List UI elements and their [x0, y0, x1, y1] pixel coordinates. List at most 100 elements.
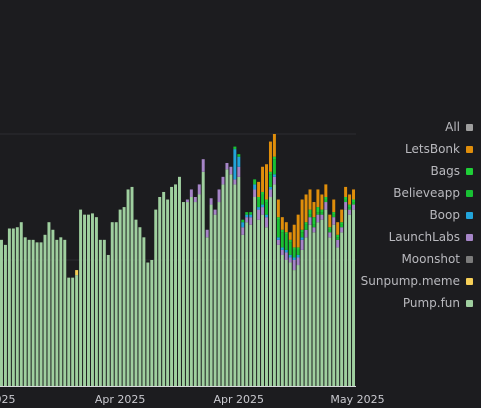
bar-segment-launchlabs[interactable]	[340, 227, 344, 233]
bar-segment-pump-fun[interactable]	[185, 202, 189, 386]
bar-segment-pump-fun[interactable]	[55, 239, 59, 386]
bar-segment-pump-fun[interactable]	[272, 184, 276, 386]
bar-segment-pump-fun[interactable]	[110, 222, 114, 386]
bar-segment-believeapp[interactable]	[332, 214, 336, 218]
bar-segment-bags[interactable]	[300, 229, 304, 233]
bar-segment-pump-fun[interactable]	[249, 224, 253, 386]
bar-segment-letsbonk[interactable]	[272, 134, 276, 157]
bar-segment-pump-fun[interactable]	[35, 242, 39, 386]
bar-segment-launchlabs[interactable]	[272, 176, 276, 185]
bar-segment-pump-fun[interactable]	[154, 209, 158, 386]
bar-segment-believeapp[interactable]	[292, 249, 296, 258]
bar-segment-pump-fun[interactable]	[241, 234, 245, 386]
bar-segment-launchlabs[interactable]	[229, 166, 233, 175]
bar-segment-launchlabs[interactable]	[276, 239, 280, 245]
bar-segment-believeapp[interactable]	[340, 224, 344, 228]
bar-segment-pump-fun[interactable]	[340, 232, 344, 386]
bar-segment-pump-fun[interactable]	[79, 209, 83, 386]
bar-segment-bags[interactable]	[288, 239, 292, 243]
bar-segment-bags[interactable]	[332, 212, 336, 215]
bar-segment-pump-fun[interactable]	[217, 202, 221, 386]
bar-segment-launchlabs[interactable]	[221, 176, 225, 185]
bar-segment-letsbonk[interactable]	[336, 222, 340, 235]
bar-segment-pump-fun[interactable]	[170, 186, 174, 386]
bar-segment-launchlabs[interactable]	[257, 209, 261, 220]
bar-segment-launchlabs[interactable]	[217, 189, 221, 203]
bar-segment-believeapp[interactable]	[253, 179, 257, 185]
bar-segment-boop[interactable]	[276, 237, 280, 240]
bar-segment-launchlabs[interactable]	[209, 198, 213, 205]
bar-segment-launchlabs[interactable]	[213, 209, 217, 215]
bar-segment-pump-fun[interactable]	[142, 237, 146, 386]
bar-segment-letsbonk[interactable]	[292, 224, 296, 248]
bar-segment-bags[interactable]	[268, 171, 272, 175]
bar-segment-launchlabs[interactable]	[328, 232, 332, 238]
bar-segment-launchlabs[interactable]	[201, 159, 205, 172]
bar-segment-pump-fun[interactable]	[352, 209, 355, 386]
bar-segment-letsbonk[interactable]	[300, 199, 304, 230]
bar-segment-boop[interactable]	[249, 214, 253, 218]
bar-segment-pump-fun[interactable]	[118, 209, 122, 386]
bar-segment-believeapp[interactable]	[284, 234, 288, 250]
bar-segment-believeapp[interactable]	[288, 242, 292, 255]
bar-segment-pump-fun[interactable]	[59, 237, 63, 386]
bar-segment-letsbonk[interactable]	[332, 199, 336, 213]
bar-segment-letsbonk[interactable]	[308, 189, 312, 210]
bar-segment-bags[interactable]	[280, 229, 284, 233]
bar-segment-pump-fun[interactable]	[166, 199, 170, 386]
bar-segment-pump-fun[interactable]	[27, 239, 31, 386]
bar-segment-letsbonk[interactable]	[296, 214, 300, 248]
bar-segment-pump-fun[interactable]	[205, 237, 209, 386]
bar-segment-bags[interactable]	[276, 217, 280, 220]
bar-segment-pump-fun[interactable]	[253, 197, 257, 386]
bar-segment-pump-fun[interactable]	[134, 219, 138, 386]
bar-segment-letsbonk[interactable]	[276, 199, 280, 218]
bar-segment-pump-fun[interactable]	[138, 227, 142, 386]
bar-segment-pump-fun[interactable]	[320, 219, 324, 386]
bar-segment-pump-fun[interactable]	[150, 260, 154, 386]
bar-segment-bags[interactable]	[348, 204, 352, 208]
bar-segment-pump-fun[interactable]	[276, 244, 280, 386]
bar-segment-launchlabs[interactable]	[245, 217, 249, 223]
bar-segment-boop[interactable]	[233, 149, 237, 180]
bar-segment-believeapp[interactable]	[280, 232, 284, 248]
bar-segment-pump-fun[interactable]	[233, 184, 237, 386]
bar-segment-pump-fun[interactable]	[308, 224, 312, 386]
bar-segment-bags[interactable]	[261, 191, 265, 195]
bar-segment-believeapp[interactable]	[241, 219, 245, 223]
bar-segment-launchlabs[interactable]	[304, 229, 308, 238]
bar-segment-launchlabs[interactable]	[308, 217, 312, 225]
legend-item-believeapp[interactable]: Believeapp	[393, 186, 473, 200]
bar-segment-launchlabs[interactable]	[205, 229, 209, 238]
bar-segment-launchlabs[interactable]	[189, 189, 193, 197]
bar-segment-letsbonk[interactable]	[340, 209, 344, 223]
bar-segment-believeapp[interactable]	[237, 154, 241, 157]
bar-segment-pump-fun[interactable]	[296, 265, 300, 386]
bar-segment-believeapp[interactable]	[348, 207, 352, 210]
bar-segment-pump-fun[interactable]	[71, 277, 75, 386]
bar-segment-letsbonk[interactable]	[257, 181, 261, 197]
bar-segment-believeapp[interactable]	[272, 159, 276, 175]
bar-segment-pump-fun[interactable]	[344, 209, 348, 386]
bar-segment-pump-fun[interactable]	[304, 237, 308, 386]
bar-segment-pump-fun[interactable]	[316, 222, 320, 386]
bar-segment-pump-fun[interactable]	[328, 237, 332, 386]
bar-segment-launchlabs[interactable]	[300, 239, 304, 250]
bar-segment-pump-fun[interactable]	[75, 275, 79, 386]
bar-segment-boop[interactable]	[300, 237, 304, 240]
bar-segment-letsbonk[interactable]	[268, 141, 272, 172]
bar-segment-pump-fun[interactable]	[39, 242, 43, 386]
bar-segment-boop[interactable]	[261, 204, 265, 208]
bar-segment-launchlabs[interactable]	[268, 189, 272, 197]
bar-segment-pump-fun[interactable]	[102, 239, 106, 386]
bar-segment-pump-fun[interactable]	[7, 228, 11, 387]
bar-segment-launchlabs[interactable]	[352, 204, 355, 210]
bar-segment-believeapp[interactable]	[257, 199, 261, 208]
bar-segment-pump-fun[interactable]	[209, 204, 213, 386]
bar-segment-believeapp[interactable]	[304, 224, 308, 230]
bar-segment-pump-fun[interactable]	[87, 214, 90, 386]
bar-segment-pump-fun[interactable]	[268, 197, 272, 386]
bar-segment-pump-fun[interactable]	[23, 237, 27, 386]
bar-segment-pump-fun[interactable]	[189, 197, 193, 386]
bar-segment-pump-fun[interactable]	[257, 219, 261, 386]
